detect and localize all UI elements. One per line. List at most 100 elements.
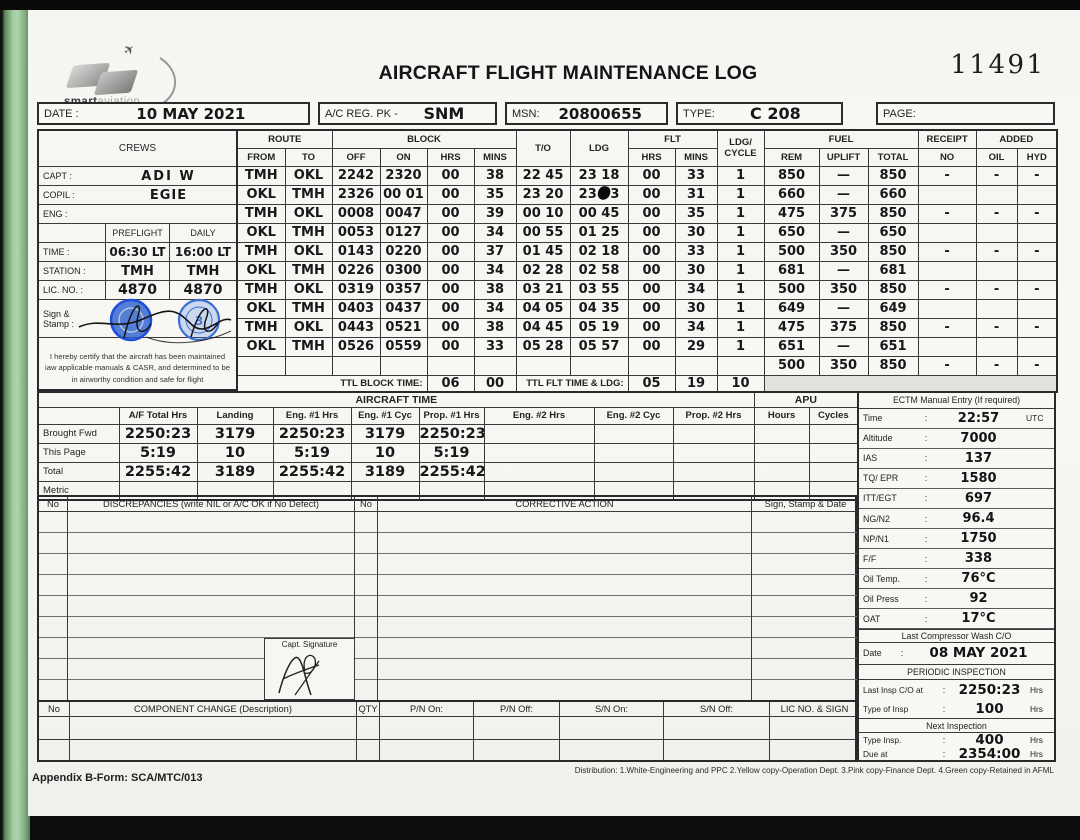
cell-apu-hours [753,461,810,482]
to-header: TO [284,147,333,167]
certification-text: I hereby certify that the aircraft has b… [45,351,230,384]
cell-fuel-total: 850 [867,165,919,186]
cell-fuel-rem: 650 [763,222,820,243]
row-label: This Page [37,442,120,463]
cell-takeoff: 04 45 [515,317,571,338]
ldg-cycle-header: LDG/CYCLE [716,129,765,167]
ectm-entry-row: NG/N2 : 96.4 [859,509,1054,530]
daily-header: DAILY [169,224,236,242]
cell-landing: 00 45 [569,203,629,224]
cell-block-hrs: 00 [426,317,475,338]
cell-to: OKL [284,279,333,300]
sn-on-header: S/N On: [560,702,664,716]
cell-receipt [917,222,977,243]
cell-fuel-total: 850 [867,279,919,300]
eng1-hrs-header: Eng. #1 Hrs [272,406,352,425]
ttl-flt-hrs: 05 [627,374,676,393]
cell-on: 00 01 [379,184,428,205]
cell-landing: 02 58 [569,260,629,281]
totals-shaded-area [763,374,1058,393]
cell-from: OKL [236,298,286,319]
cell-fuel-rem: 651 [763,336,820,357]
cell-apu-cycles [808,442,859,463]
aircraft-time-row: Brought Fwd 2250:23 3179 2250:23 3179 22… [37,423,859,444]
flight-row: OKL TMH 0526 0559 00 33 05 28 05 57 00 2… [236,336,1058,357]
ectm-entry-row: Altitude : 7000 [859,429,1054,449]
cell-on: 0220 [379,241,428,262]
cell-receipt: - [917,241,977,262]
ectm-entry-value: 96.4 [962,511,995,526]
corrective-action-column [378,512,752,700]
next-inspection-title: Next Inspection [859,719,1054,734]
ectm-entry-label: Altitude [863,433,893,444]
ectm-entry-label: IAS [863,453,878,464]
last-insp-label: Last Insp C/O at [863,684,923,695]
cell-block-hrs: 00 [426,184,475,205]
cell-from: OKL [236,184,286,205]
date-field: DATE : 10 MAY 2021 [37,102,310,125]
off-header: OFF [331,147,381,167]
cell-block-mins: 38 [473,317,517,338]
date-label: DATE : [44,107,79,120]
cell-to [284,355,333,376]
cell-takeoff: 00 55 [515,222,571,243]
cell-from: TMH [236,241,286,262]
cell-on: 0521 [379,317,428,338]
cell-fuel-total: 850 [867,317,919,338]
cell-hyd [1016,222,1058,243]
colon: : [924,533,928,544]
crew-signature-stroke [78,310,232,330]
cell-fuel-uplift: 350 [818,241,869,262]
cell-cycle [716,355,765,376]
cell-flt-hrs: 00 [627,184,676,205]
daily-stamp-icon [177,298,221,342]
cell-to: OKL [284,165,333,186]
flight-row: OKL TMH 0226 0300 00 34 02 28 02 58 00 3… [236,260,1058,281]
cell-landing: 3179 [196,423,274,444]
cell-takeoff: 04 05 [515,298,571,319]
landing-count-header: Landing [196,406,274,425]
cell-block-mins: 38 [473,279,517,300]
msn-value: 20800655 [558,104,643,123]
cell-takeoff: 00 10 [515,203,571,224]
cell-off: 0143 [331,241,381,262]
cell-fuel-total: 650 [867,222,919,243]
corrective-no-column [355,512,378,700]
form-serial-number: 11491 [950,50,1046,80]
colon: : [924,553,928,564]
comp-sn-on-column [560,717,664,760]
receipt-no-header: NO [917,147,977,167]
logo-shape [93,69,139,96]
comp-no-column [39,717,70,760]
spacer [39,224,105,242]
type-field: TYPE: C 208 [676,102,843,125]
cell-cycle: 1 [716,260,765,281]
cell-off: 2326 [331,184,381,205]
cell-block-mins: 34 [473,222,517,243]
cell-flt-mins: 30 [674,222,718,243]
cell-receipt [917,298,977,319]
captain-signature-box: Capt. Signature [264,638,355,700]
cell-receipt: - [917,203,977,224]
cell-off: 2242 [331,165,381,186]
cell-to: TMH [284,336,333,357]
cell-oil [975,336,1018,357]
sn-off-header: S/N Off: [664,702,770,716]
on-header: ON [379,147,428,167]
flt-header: FLT [627,129,718,149]
page-label: PAGE: [883,107,916,120]
route-header: ROUTE [236,129,333,149]
cell-oil: - [975,241,1018,262]
colon: : [924,493,928,504]
cell-receipt [917,336,977,357]
colon: : [924,473,928,484]
ectm-entry-value: 1580 [960,470,997,486]
hrs-suffix: Hrs [1030,684,1043,695]
cell-takeoff: 03 21 [515,279,571,300]
cell-apu-hours [753,442,810,463]
colon: : [942,684,946,695]
ectm-entry-value: 17°C [961,611,996,627]
cell-fuel-total: 850 [867,355,919,376]
colon: : [924,453,928,464]
